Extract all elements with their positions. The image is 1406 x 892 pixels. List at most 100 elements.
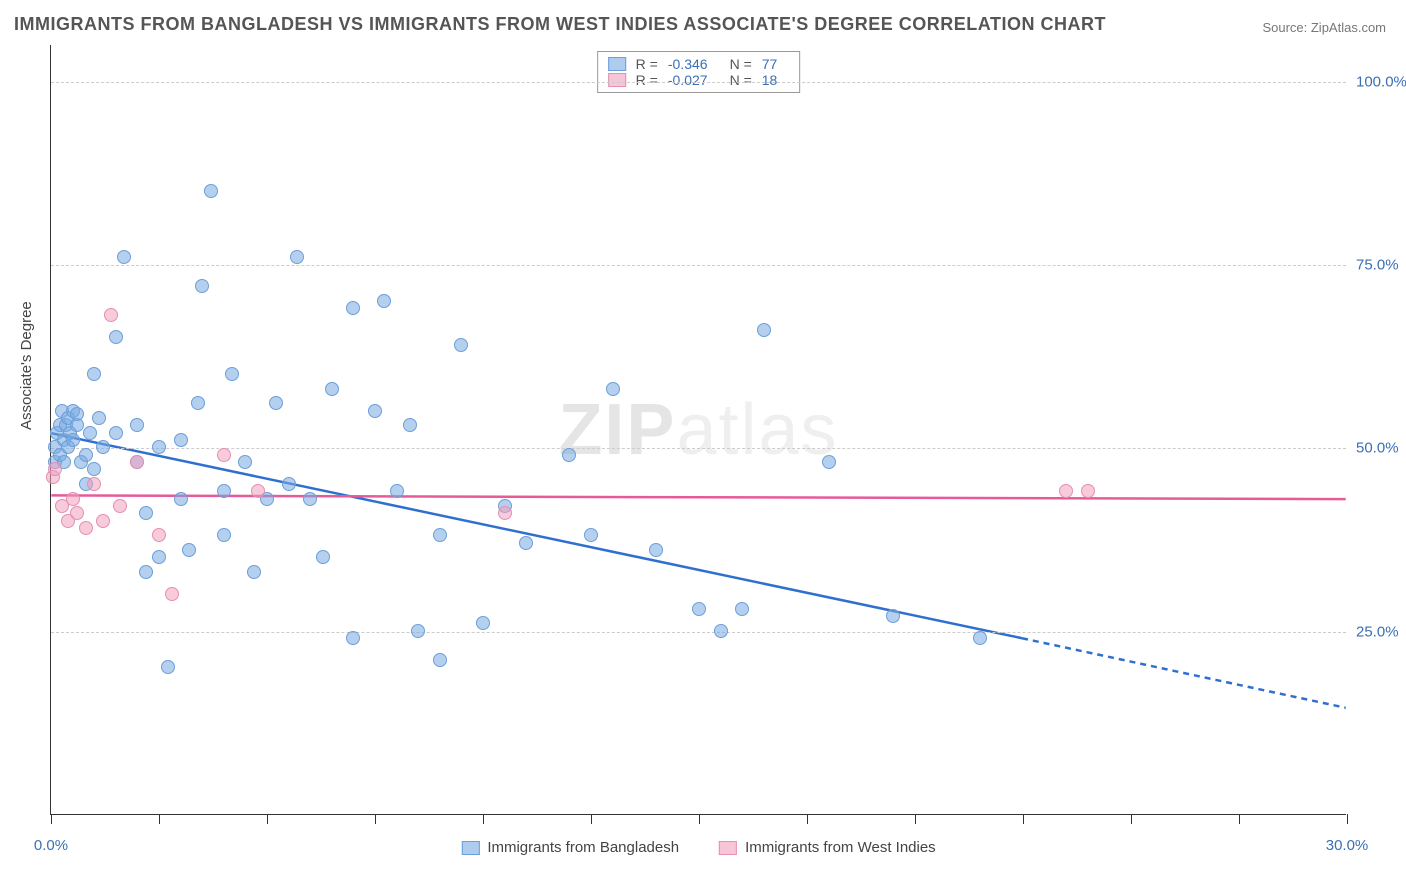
x-tick	[159, 814, 160, 824]
series-legend: Immigrants from Bangladesh Immigrants fr…	[461, 839, 935, 856]
data-point	[195, 279, 209, 293]
data-point	[886, 609, 900, 623]
x-tick	[699, 814, 700, 824]
source-label: Source: ZipAtlas.com	[1262, 20, 1386, 35]
data-point	[303, 492, 317, 506]
data-point	[165, 587, 179, 601]
data-point	[498, 506, 512, 520]
data-point	[325, 382, 339, 396]
data-point	[822, 455, 836, 469]
data-point	[606, 382, 620, 396]
data-point	[109, 330, 123, 344]
data-point	[79, 448, 93, 462]
data-point	[251, 484, 265, 498]
x-tick	[483, 814, 484, 824]
data-point	[225, 367, 239, 381]
x-tick	[1347, 814, 1348, 824]
data-point	[692, 602, 706, 616]
data-point	[66, 492, 80, 506]
chart-plot-area: ZIPatlas R = -0.346 N = 77 R = -0.027 N …	[50, 45, 1346, 815]
data-point	[130, 418, 144, 432]
data-point	[562, 448, 576, 462]
x-tick	[1239, 814, 1240, 824]
y-tick-label: 25.0%	[1356, 623, 1406, 640]
x-tick	[375, 814, 376, 824]
data-point	[191, 396, 205, 410]
data-point	[161, 660, 175, 674]
y-tick-label: 50.0%	[1356, 440, 1406, 457]
x-tick-label: 30.0%	[1326, 837, 1369, 854]
data-point	[346, 301, 360, 315]
legend-item-bangladesh: Immigrants from Bangladesh	[461, 839, 679, 856]
x-tick	[1023, 814, 1024, 824]
x-tick	[591, 814, 592, 824]
data-point	[433, 528, 447, 542]
data-point	[174, 433, 188, 447]
y-axis-label: Associate's Degree	[18, 301, 35, 430]
data-point	[48, 462, 62, 476]
data-point	[238, 455, 252, 469]
data-point	[217, 484, 231, 498]
data-point	[113, 499, 127, 513]
data-point	[714, 624, 728, 638]
data-point	[973, 631, 987, 645]
data-point	[476, 616, 490, 630]
data-point	[403, 418, 417, 432]
data-point	[377, 294, 391, 308]
data-point	[104, 308, 118, 322]
x-tick	[1131, 814, 1132, 824]
x-tick	[807, 814, 808, 824]
gridline	[51, 632, 1346, 633]
data-point	[152, 440, 166, 454]
y-tick-label: 100.0%	[1356, 73, 1406, 90]
x-tick-label: 0.0%	[34, 837, 68, 854]
data-point	[83, 426, 97, 440]
y-tick-label: 75.0%	[1356, 257, 1406, 274]
swatch-bangladesh	[461, 841, 479, 855]
gridline	[51, 265, 1346, 266]
data-point	[130, 455, 144, 469]
data-point	[182, 543, 196, 557]
data-point	[79, 521, 93, 535]
swatch-westindies	[719, 841, 737, 855]
chart-title: IMMIGRANTS FROM BANGLADESH VS IMMIGRANTS…	[14, 14, 1106, 35]
data-point	[152, 528, 166, 542]
data-point	[217, 448, 231, 462]
trend-lines	[51, 45, 1346, 814]
data-point	[269, 396, 283, 410]
data-point	[757, 323, 771, 337]
data-point	[282, 477, 296, 491]
data-point	[92, 411, 106, 425]
data-point	[174, 492, 188, 506]
data-point	[109, 426, 123, 440]
data-point	[152, 550, 166, 564]
data-point	[316, 550, 330, 564]
legend-item-westindies: Immigrants from West Indies	[719, 839, 936, 856]
data-point	[117, 250, 131, 264]
legend-label-westindies: Immigrants from West Indies	[745, 839, 936, 856]
data-point	[735, 602, 749, 616]
data-point	[217, 528, 231, 542]
legend-label-bangladesh: Immigrants from Bangladesh	[487, 839, 679, 856]
data-point	[96, 440, 110, 454]
x-tick	[915, 814, 916, 824]
data-point	[433, 653, 447, 667]
data-point	[87, 462, 101, 476]
data-point	[87, 477, 101, 491]
data-point	[70, 506, 84, 520]
data-point	[87, 367, 101, 381]
data-point	[66, 433, 80, 447]
data-point	[390, 484, 404, 498]
data-point	[139, 506, 153, 520]
data-point	[1081, 484, 1095, 498]
data-point	[96, 514, 110, 528]
data-point	[1059, 484, 1073, 498]
data-point	[247, 565, 261, 579]
data-point	[519, 536, 533, 550]
data-point	[584, 528, 598, 542]
x-tick	[267, 814, 268, 824]
data-point	[70, 407, 84, 421]
data-point	[204, 184, 218, 198]
data-point	[290, 250, 304, 264]
data-point	[139, 565, 153, 579]
